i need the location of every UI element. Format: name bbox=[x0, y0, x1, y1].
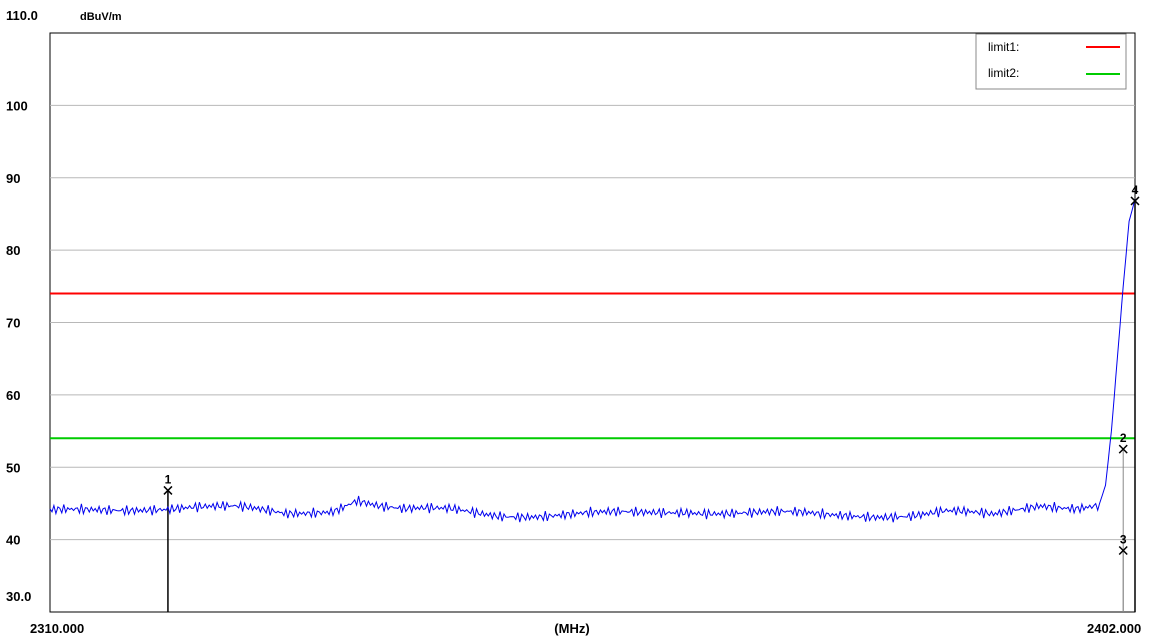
x-axis-label: (MHz) bbox=[554, 621, 589, 636]
marker-1: 1 bbox=[163, 472, 173, 495]
legend-label-limit1: limit1: bbox=[988, 40, 1019, 54]
grid bbox=[50, 104, 1135, 541]
marker-4: 4 bbox=[1130, 183, 1140, 206]
markers: 1 2 3 4 bbox=[163, 183, 1140, 556]
limit-lines bbox=[50, 292, 1135, 440]
y-tick-label: 60 bbox=[6, 388, 20, 403]
legend-label-limit2: limit2: bbox=[988, 66, 1019, 80]
marker-cross bbox=[1118, 444, 1128, 454]
marker-cross bbox=[1130, 196, 1140, 206]
unit-label: dBuV/m bbox=[80, 11, 122, 23]
x-end-label: 2402.000 bbox=[1087, 621, 1141, 636]
y-tick-label: 50 bbox=[6, 460, 20, 475]
y-tick-label: 80 bbox=[6, 243, 20, 258]
marker-label: 4 bbox=[1132, 183, 1139, 197]
y-tick-label: 100 bbox=[6, 98, 28, 113]
y-tick-labels: 40 50 60 70 80 90 100 bbox=[6, 98, 28, 547]
marker-cross bbox=[163, 485, 173, 495]
marker-lines bbox=[167, 200, 1136, 612]
y-tick-label: 90 bbox=[6, 171, 20, 186]
marker-2: 2 bbox=[1118, 431, 1128, 454]
y-top-label: 110.0 bbox=[6, 8, 38, 23]
marker-3: 3 bbox=[1118, 532, 1128, 556]
series-line bbox=[49, 199, 1136, 523]
marker-cross bbox=[1118, 545, 1128, 556]
legend: limit1: limit2: bbox=[975, 33, 1127, 90]
marker-label: 3 bbox=[1120, 532, 1127, 546]
legend-box bbox=[975, 33, 1127, 90]
y-bottom-label: 30.0 bbox=[6, 589, 31, 604]
y-tick-label: 70 bbox=[6, 316, 20, 331]
marker-label: 1 bbox=[165, 472, 172, 486]
y-tick-label: 40 bbox=[6, 533, 20, 548]
x-start-label: 2310.000 bbox=[30, 621, 84, 636]
marker-label: 2 bbox=[1120, 431, 1127, 445]
